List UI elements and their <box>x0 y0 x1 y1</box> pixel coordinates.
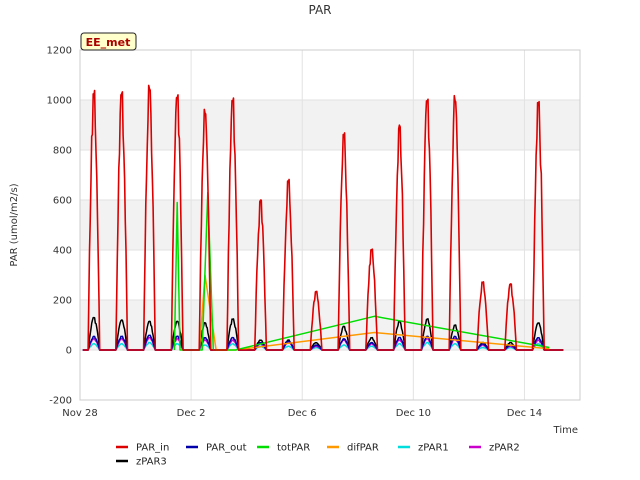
grid-band <box>80 200 580 250</box>
series-line-totpar <box>173 191 550 351</box>
y-axis-label: PAR (umol/m2/s) <box>9 183 20 266</box>
x-tick-label: Nov 28 <box>62 408 97 419</box>
y-tick-label: 0 <box>66 346 72 357</box>
y-tick-label: 200 <box>53 296 72 307</box>
x-axis-label: Time <box>553 425 578 436</box>
station-badge-label: EE_met <box>86 36 131 49</box>
x-axis-ticks: Nov 28 Dec 2 Dec 6 Dec 10 Dec 14 <box>62 408 542 419</box>
y-tick-label: 800 <box>53 146 72 157</box>
series-line-par-in <box>82 84 564 351</box>
legend-item-par-out: PAR_out <box>186 443 247 454</box>
legend: PAR_in PAR_out totPAR difPAR zPAR1 zPAR2 zPAR3 <box>116 443 520 468</box>
legend-label: totPAR <box>277 443 310 454</box>
grid-band <box>80 100 580 150</box>
x-tick-label: Dec 10 <box>396 408 431 419</box>
y-tick-label: 400 <box>53 246 72 257</box>
legend-item-zpar3: zPAR3 <box>116 457 167 468</box>
legend-item-zpar2: zPAR2 <box>469 443 520 454</box>
legend-label: zPAR1 <box>418 443 449 454</box>
plot-area <box>79 49 581 401</box>
y-tick-label: 1200 <box>47 46 72 57</box>
legend-label: PAR_in <box>136 443 169 454</box>
series-layer <box>82 84 564 351</box>
x-tick-label: Dec 2 <box>177 408 206 419</box>
y-tick-label: 600 <box>53 196 72 207</box>
legend-item-zpar1: zPAR1 <box>398 443 449 454</box>
legend-label: difPAR <box>347 443 379 454</box>
y-tick-label: 1000 <box>47 96 72 107</box>
y-tick-label: -200 <box>49 396 72 407</box>
grid-bands <box>80 100 580 350</box>
y-axis-ticks: -200 0 200 400 600 800 1000 1200 <box>47 46 72 407</box>
grid-band <box>80 300 580 350</box>
legend-label: zPAR2 <box>489 443 520 454</box>
series-line-par-out <box>82 334 564 351</box>
station-badge-box <box>80 32 137 51</box>
station-badge: EE_met <box>80 32 137 51</box>
chart-title: PAR <box>308 3 331 17</box>
x-tick-label: Dec 6 <box>288 408 317 419</box>
legend-item-par-in: PAR_in <box>116 443 169 454</box>
legend-label: PAR_out <box>206 443 247 454</box>
plot-frame <box>79 49 581 401</box>
legend-label: zPAR3 <box>136 457 167 468</box>
legend-item-difpar: difPAR <box>327 443 379 454</box>
x-tick-label: Dec 14 <box>507 408 542 419</box>
legend-item-totpar: totPAR <box>257 443 310 454</box>
